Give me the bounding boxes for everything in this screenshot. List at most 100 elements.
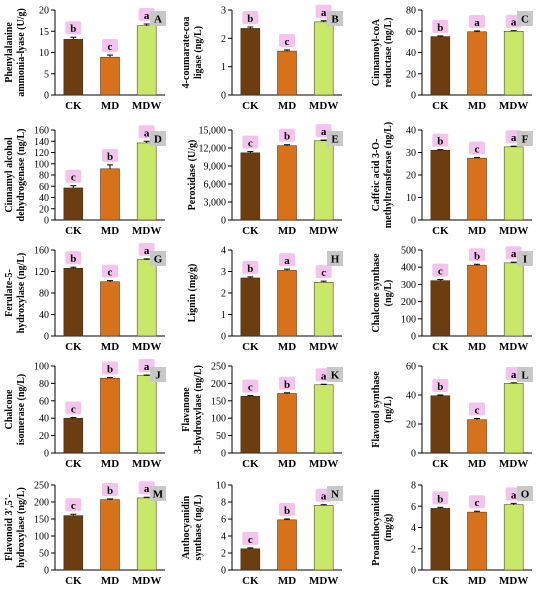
y-tick-label: 140 [34,137,49,148]
bar-MD [277,50,297,96]
significance-letter: b [70,253,76,265]
y-tick-label: 60 [39,396,49,407]
y-tick-label: 1 [221,62,226,73]
chart-panel-L: 0 20 40 60 Flavonol synthase (ng/L) b CK c MD a MDW… [371,362,533,470]
sig-letter-highlight [279,128,295,142]
panel-letter: H [331,254,340,266]
sig-letter-highlight [65,251,82,265]
significance-letter: b [247,13,253,25]
y-tick-label: 150 [211,396,226,407]
y-axis-title: Caffeic acid 3-O- [371,139,382,212]
y-axis-title: ammonia-lyase (U/g) [16,8,27,97]
y-tick-label: 0 [44,566,49,577]
significance-letter: a [321,491,327,503]
significance-letter: b [70,23,76,35]
y-axis-title: Anthocyanidin [181,495,192,559]
sig-letter-highlight [279,503,295,516]
sig-letter-highlight [242,11,259,24]
bar-MD [277,519,297,571]
x-tick-label: CK [432,225,449,237]
sig-letter-highlight [65,169,82,183]
sig-letter-highlight [432,133,449,147]
sig-letter-highlight [242,379,259,393]
chart-panel-N: 0 2 4 6 8 10 Anthocyanidin synthase (ng/L) c CK b M… [181,481,343,587]
x-tick-label: MD [101,458,119,470]
sig-letter-highlight [65,21,82,35]
y-axis-title: Flavonol synthase [371,371,382,448]
panel-letter-box [150,251,166,266]
x-tick-label: MD [468,575,486,587]
panel-letter-box [517,11,533,26]
bar-MD [100,377,120,454]
x-tick-label: MD [278,341,296,353]
panel-letter-box [517,486,533,501]
panel-letter: B [331,14,339,26]
bar-CK [240,548,261,571]
y-tick-label: 5 [44,69,49,80]
significance-letter: a [321,126,327,138]
bar-MDW [503,146,524,221]
y-axis-title: hydroxylase (ng/L) [16,253,27,334]
y-tick-label: 160 [34,126,49,137]
x-tick-label: CK [242,341,259,353]
x-tick-label: CK [65,225,82,237]
y-tick-label: 0 [411,332,416,343]
y-axis-title: (ng/L) [383,396,394,423]
panel-letter: E [331,134,338,146]
bar-MD [467,511,487,571]
y-tick-label: 250 [34,481,49,492]
y-tick-label: 2 [221,549,226,560]
y-tick-label: 20 [39,6,49,17]
bar-CK [430,36,451,96]
x-tick-label: MDW [309,100,338,112]
significance-letter: a [511,17,517,29]
y-tick-label: 50 [39,549,49,560]
y-tick-label: 6 [221,515,226,526]
x-tick-label: MDW [499,341,528,353]
y-tick-label: 0 [221,566,226,577]
x-tick-label: MD [101,575,119,587]
y-tick-label: 80 [39,379,49,390]
significance-letter: a [284,255,290,267]
y-tick-label: 100 [34,532,49,543]
y-tick-label: 6,000 [204,180,227,191]
significance-letter: c [71,404,76,416]
sig-letter-highlight [242,260,259,274]
y-tick-label: 4 [221,532,226,543]
sig-letter-highlight [242,531,259,545]
chart-panel-I: 0 100 200 300 400 500 Chalcone synthase (ng/L) c… [371,246,533,353]
significance-letter: b [284,505,290,517]
sig-letter-highlight [102,148,118,162]
y-axis-title: Cinnamoyl-coA [371,18,382,86]
x-tick-label: MD [468,225,486,237]
significance-letter: b [437,381,443,393]
bar-MDW [313,21,334,96]
y-tick-label: 2 [411,544,416,555]
panel-letter: A [154,14,162,26]
y-axis-title: Cinnamyl alcohol [4,137,15,213]
y-tick-label: 150 [34,515,49,526]
y-tick-label: 2 [221,34,226,45]
y-axis-title: Flavanone [181,387,192,432]
y-axis-title: Phenylalanine [4,22,15,83]
y-tick-label: 80 [406,6,416,17]
bar-MD [467,419,487,454]
y-tick-label: 0 [44,91,49,102]
chart-panel-K: 0 50 100 150 200 250 Flavanone 3-hydroxylase (n… [181,362,343,470]
y-axis-title: synthase (ng/L) [193,495,204,561]
y-tick-label: 20 [406,69,416,80]
y-axis-title: 3-hydroxylase (ng/L) [193,365,204,454]
x-tick-label: CK [432,458,449,470]
y-tick-label: 3 [221,267,226,278]
y-tick-label: 9,000 [204,162,227,173]
significance-letter: a [511,248,517,260]
bar-MD [467,264,487,337]
significance-letter: b [107,485,113,497]
sig-letter-highlight [432,263,449,277]
bar-CK [430,280,451,337]
panel-letter-box [517,367,533,382]
significance-letter: c [248,138,253,150]
y-tick-label: 0 [411,216,416,227]
y-tick-label: 0 [411,566,416,577]
